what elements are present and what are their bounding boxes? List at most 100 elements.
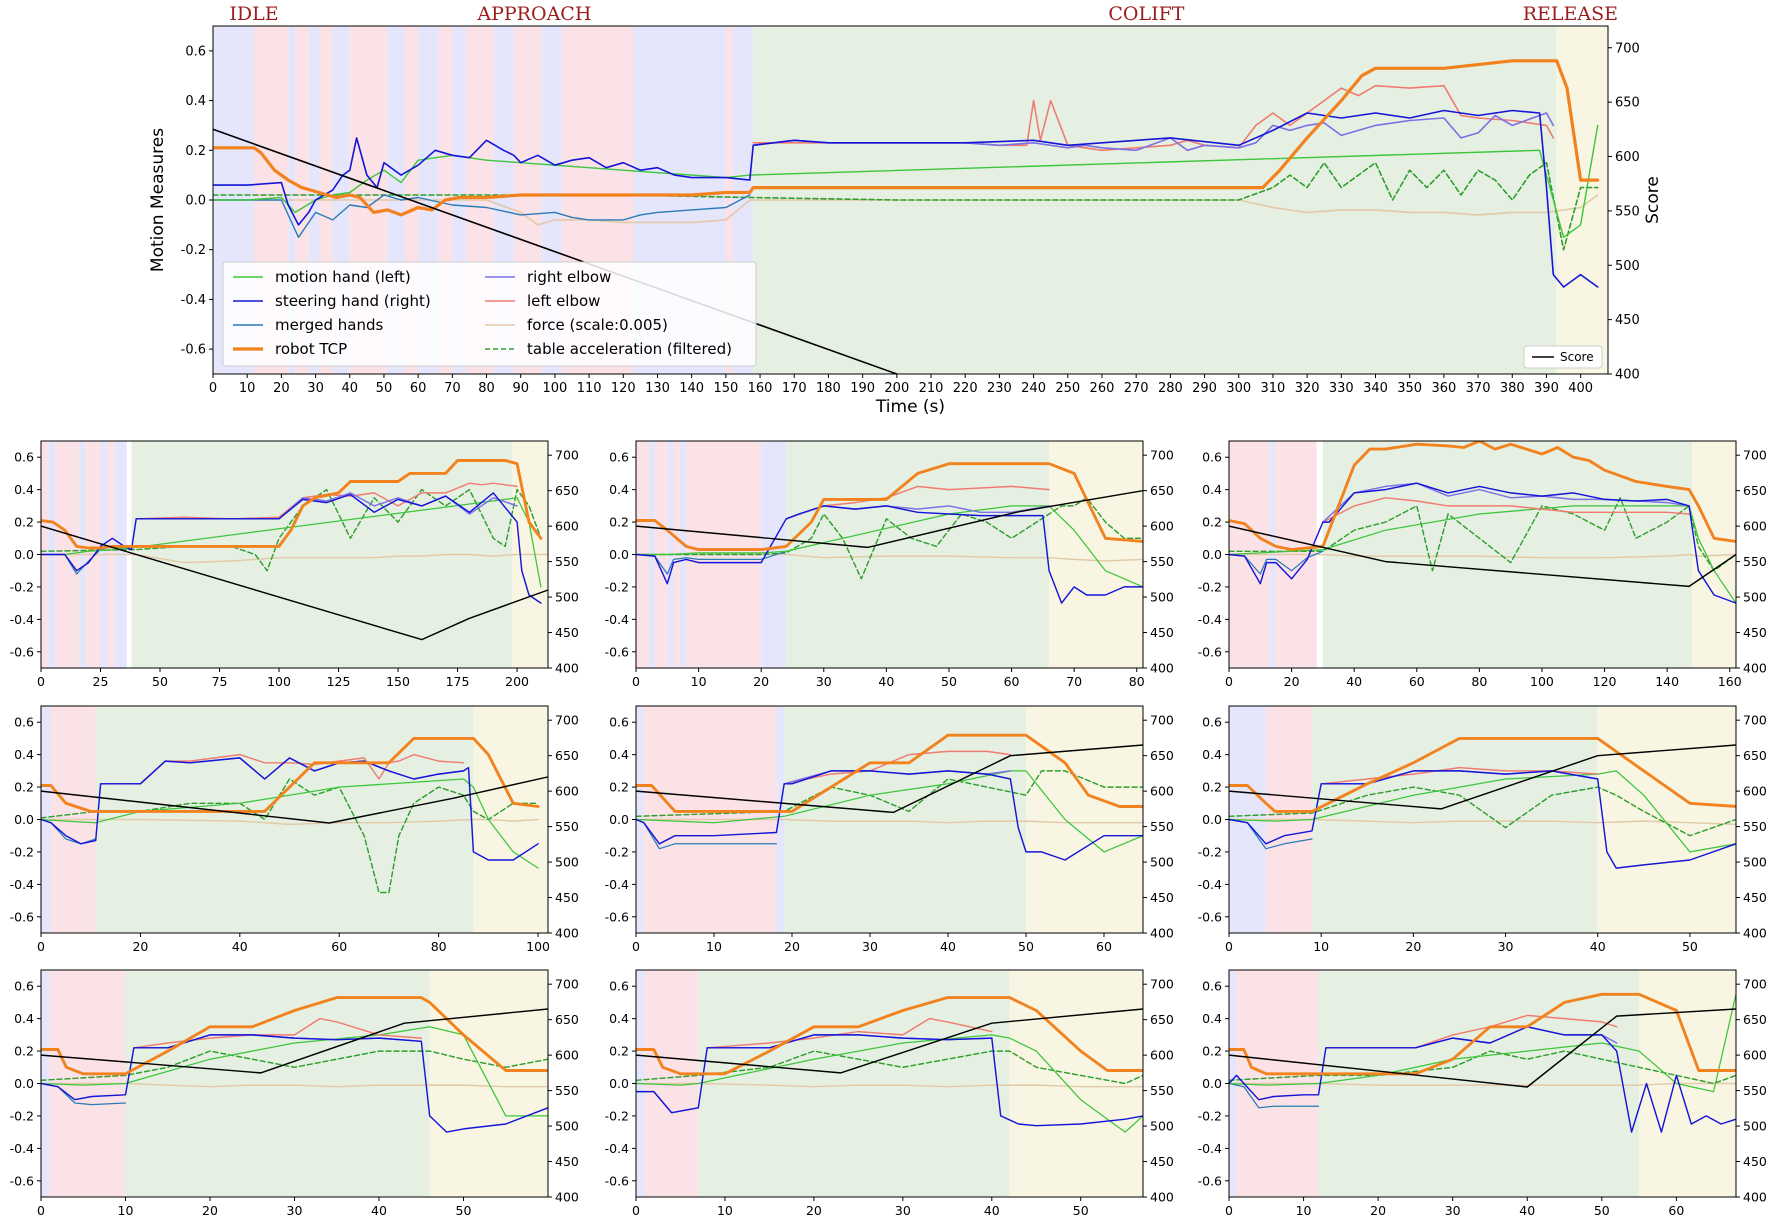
x-tick-label: 50 [1073, 1203, 1089, 1218]
chart-sub1: 0 25 50 75 100 125 150 175 200 0.6 0.4 0.2 0.0 -0.2 -0… [10, 440, 579, 689]
series-line-score [636, 1008, 1143, 1074]
y2-tick-label: 400 [1743, 1190, 1767, 1205]
y2-tick-label: 450 [1743, 625, 1767, 640]
score-legend-label: Score [1560, 350, 1594, 364]
y-tick-label: 0.0 [14, 812, 34, 827]
y2-tick-label: 550 [1150, 819, 1174, 834]
series-line-robot-tcp [41, 736, 540, 813]
y2-tick-label: 700 [1743, 713, 1767, 728]
y2-tick-label: 700 [555, 977, 579, 992]
y2-tick-label: 700 [1150, 977, 1174, 992]
y2-tick-label: 450 [1150, 625, 1174, 640]
phase-label: APPROACH [476, 3, 591, 25]
legend: motion hand (left) steering hand (right) m… [222, 261, 1603, 369]
x-tick-label: 10 [691, 674, 707, 689]
y-tick-label: 0.2 [1202, 780, 1222, 795]
series-line-motion-hand-left [636, 770, 1143, 853]
y2-tick-label: 450 [1743, 890, 1767, 905]
x-tick-label: 190 [850, 381, 875, 396]
x-tick-label: 290 [1192, 381, 1217, 396]
y2-tick-label: 650 [555, 1012, 579, 1027]
y-tick-label: 0.2 [609, 1044, 629, 1059]
chart-sub4: 0 20 40 60 80 100 0.6 0.4 0.2 0.0 -0.2 -0.4 -0.6 700 6… [10, 705, 579, 954]
x-tick-label: 50 [152, 674, 168, 689]
series-line-motion-hand-left [636, 1034, 1143, 1133]
x-tick-label: 200 [505, 674, 529, 689]
y-tick-label: 0.2 [14, 780, 34, 795]
y2-tick-label: 600 [1743, 784, 1767, 799]
series-group [1229, 992, 1736, 1133]
y2-tick-label: 500 [555, 855, 579, 870]
series-line-force [41, 818, 539, 826]
x-tick-label: 30 [1498, 939, 1514, 954]
y-tick-label: 0.2 [1202, 1044, 1222, 1059]
x-tick-label: 80 [431, 939, 447, 954]
series-line-robot-tcp [636, 462, 1143, 552]
legend-label: force (scale:0.005) [527, 316, 668, 334]
series-line-table-acceleration [636, 1050, 1143, 1085]
y-tick-label: 0.6 [14, 450, 34, 465]
y-tick-label: -0.6 [605, 909, 629, 924]
x-tick-label: 30 [307, 381, 324, 396]
series-line-score [41, 776, 548, 824]
y2-tick-label: 500 [555, 1119, 579, 1134]
series-line-steering-hand-right [1229, 482, 1736, 604]
y-tick-label: -0.2 [1198, 1108, 1222, 1123]
x-tick-label: 40 [878, 674, 894, 689]
series-line-robot-tcp [213, 59, 1600, 217]
x-tick-label: 25 [93, 674, 109, 689]
y-tick-label: 0.6 [14, 979, 34, 994]
y2-tick-label: 450 [555, 625, 579, 640]
x-tick-label: 40 [1519, 1203, 1535, 1218]
phase-band-colift [1311, 706, 1598, 933]
y-tick-label: 0.4 [1202, 747, 1222, 762]
series-line-force [636, 1082, 1143, 1088]
x-tick-label: 320 [1295, 381, 1320, 396]
y-tick-label: -0.6 [1198, 1173, 1222, 1188]
x-tick-label: 40 [371, 1203, 387, 1218]
series-group [1229, 736, 1736, 869]
x-tick-label: 330 [1329, 381, 1354, 396]
x-tick-label: 20 [806, 1203, 822, 1218]
x-tick-label: 40 [232, 939, 248, 954]
y2-tick-label: 600 [1150, 519, 1174, 534]
x-tick-label: 175 [446, 674, 470, 689]
x-tick-label: 40 [940, 939, 956, 954]
y-tick-label: 0.2 [14, 515, 34, 530]
x-tick-label: 370 [1466, 381, 1491, 396]
y-tick-label: 0.0 [1202, 1076, 1222, 1091]
phase-band-colift [1322, 441, 1693, 668]
x-tick-label: 40 [984, 1203, 1000, 1218]
x-tick-label: 140 [679, 381, 704, 396]
y2-tick-label: 650 [555, 748, 579, 763]
x-tick-label: 10 [1313, 939, 1329, 954]
y-tick-label: 0.6 [185, 44, 206, 59]
y-tick-label: -0.6 [181, 343, 206, 358]
y-tick-label: -0.6 [10, 1173, 34, 1188]
x-tick-label: 200 [884, 381, 909, 396]
y2-tick-label: 600 [555, 1048, 579, 1063]
y2-tick-label: 500 [555, 590, 579, 605]
y2-tick-label: 600 [555, 784, 579, 799]
phase-label: RELEASE [1523, 3, 1618, 25]
y-tick-label: 0.6 [609, 979, 629, 994]
y-tick-label: 0.4 [14, 482, 34, 497]
series-line-robot-tcp [1229, 441, 1736, 552]
y-tick-label: -0.2 [1198, 844, 1222, 859]
series-group [213, 59, 1600, 374]
y2-tick-label: 500 [1150, 1119, 1174, 1134]
y2-tick-label: 550 [1743, 554, 1767, 569]
chart-sub7: 0 10 20 30 40 50 0.6 0.4 0.2 0.0 -0.2 -0.4 -0.6 700 65… [10, 969, 579, 1218]
legend-label: table acceleration (filtered) [527, 340, 732, 358]
series-line-table-acceleration [41, 778, 539, 894]
y-tick-label: 0.4 [14, 1011, 34, 1026]
series-line-force [1229, 553, 1736, 559]
x-tick-label: 150 [713, 381, 738, 396]
x-tick-label: 310 [1261, 381, 1286, 396]
y2-tick-label: 650 [1150, 748, 1174, 763]
y-tick-label: -0.6 [605, 1173, 629, 1188]
y2-tick-label: 550 [1743, 819, 1767, 834]
y-tick-label: 0.0 [609, 547, 629, 562]
y2-tick-label: 450 [1743, 1154, 1767, 1169]
